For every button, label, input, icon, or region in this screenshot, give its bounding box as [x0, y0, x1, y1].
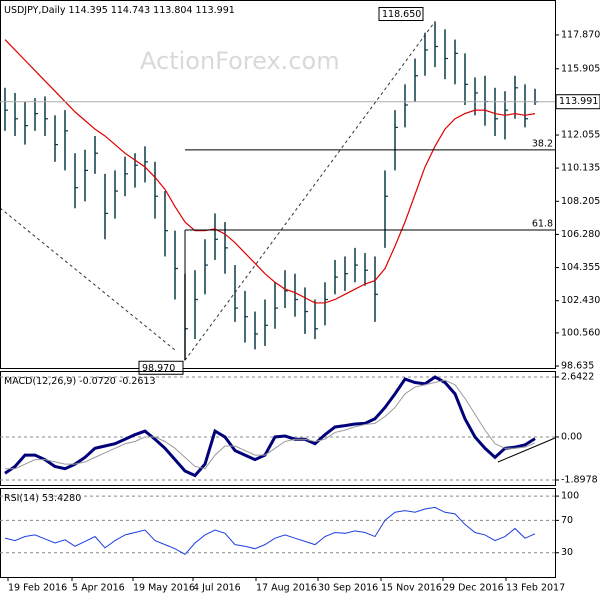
- x-tick-label: 15 Nov 2016: [381, 583, 442, 594]
- y-tick-label: 0.00: [561, 431, 582, 442]
- header-value: 114.395: [69, 5, 108, 16]
- header-value: -0.0720: [79, 376, 116, 387]
- watermark: ActionForex.com: [140, 47, 340, 75]
- y-tick-label: 98.635: [561, 361, 594, 372]
- series-line: [5, 379, 536, 470]
- header-value: 114.743: [111, 5, 150, 16]
- trend-line: [497, 437, 556, 463]
- y-tick-label: 112.055: [561, 130, 600, 141]
- y-tick-label: 102.430: [561, 295, 600, 306]
- annotation-label: 98.970: [142, 363, 175, 374]
- retracement-label: 38.2: [532, 138, 553, 149]
- x-tick-label: 5 Apr 2016: [72, 583, 125, 594]
- panel-frame: [0, 0, 556, 369]
- annotation-label: 118.650: [382, 9, 421, 20]
- x-tick-label: 13 Feb 2017: [506, 583, 565, 594]
- y-tick-label: 104.355: [561, 262, 600, 273]
- panel-header: RSI(14) 53.4280: [4, 493, 81, 504]
- y-tick-label: 108.205: [561, 196, 600, 207]
- retracement-label: 61.8: [532, 218, 553, 229]
- panel-header: USDJPY,Daily 114.395 114.743 113.804 113…: [4, 5, 235, 16]
- x-tick-label: 29 Dec 2016: [443, 583, 504, 594]
- header-value: -0.2613: [119, 376, 156, 387]
- y-tick-label: 115.905: [561, 63, 600, 74]
- header-value: 113.991: [196, 5, 235, 16]
- series-line: [4, 506, 536, 555]
- x-tick-label: 19 Feb 2016: [8, 583, 67, 594]
- last-price-label: 113.991: [559, 96, 598, 107]
- header-value: 113.804: [153, 5, 192, 16]
- x-tick-label: 19 May 2016: [133, 583, 195, 594]
- header-value: 53.4280: [42, 493, 81, 504]
- x-tick-label: 30 Sep 2016: [318, 583, 378, 594]
- panel-frame: [0, 488, 556, 578]
- x-tick-label: 4 Jul 2016: [193, 583, 241, 594]
- panel-header: MACD(12,26,9) -0.0720 -0.2613: [4, 376, 156, 387]
- last-price-box: [555, 94, 600, 110]
- y-tick-label: 100: [561, 491, 579, 502]
- y-tick-label: 70: [561, 515, 573, 526]
- x-tick-label: 17 Aug 2016: [256, 583, 317, 594]
- series-line: [4, 375, 536, 478]
- panel-frame: [0, 371, 556, 486]
- y-tick-label: 106.280: [561, 229, 600, 240]
- trend-line: [0, 207, 176, 351]
- y-tick-label: 2.6422: [561, 372, 594, 383]
- panel-title: USDJPY,Daily: [4, 5, 66, 16]
- annotation-box: [378, 7, 424, 22]
- y-tick-label: 100.560: [561, 327, 600, 338]
- swing-line: [184, 21, 436, 361]
- panel-title: MACD(12,26,9): [4, 376, 76, 387]
- y-tick-label: 117.870: [561, 29, 600, 40]
- y-tick-label: -1.8978: [561, 475, 598, 486]
- y-tick-label: 110.135: [561, 163, 600, 174]
- moving-average: [4, 39, 536, 304]
- y-tick-label: 30: [561, 547, 573, 558]
- panel-title: RSI(14): [4, 493, 39, 504]
